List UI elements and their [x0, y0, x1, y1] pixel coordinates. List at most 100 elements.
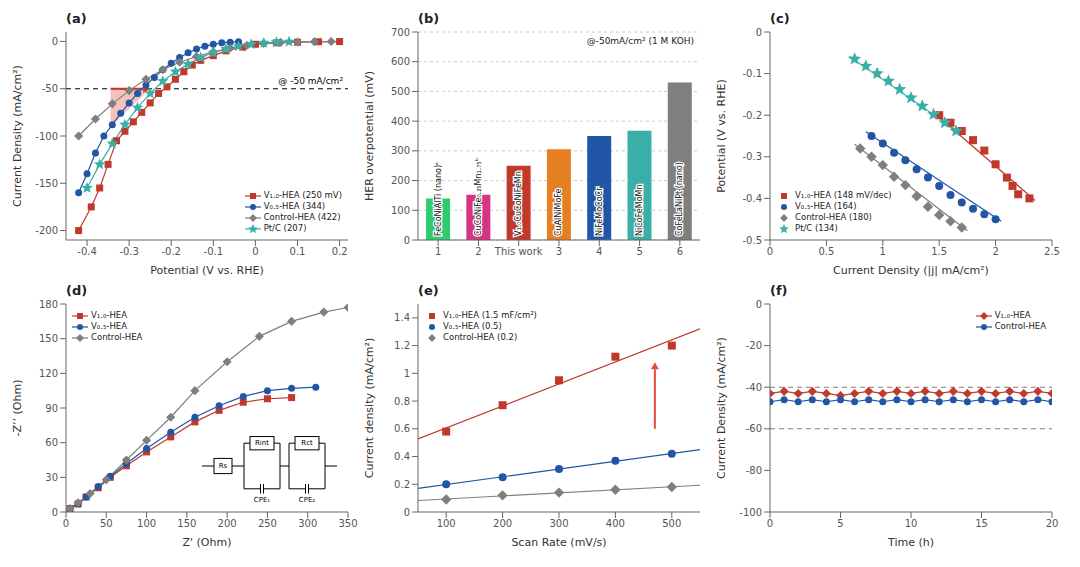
- svg-text:5: 5: [837, 518, 843, 529]
- svg-text:10: 10: [905, 518, 918, 529]
- svg-text:2: 2: [992, 246, 998, 257]
- svg-text:0: 0: [52, 36, 58, 47]
- svg-text:-0.3: -0.3: [742, 151, 762, 162]
- svg-text:Rct: Rct: [301, 439, 313, 447]
- svg-text:-0.2: -0.2: [161, 246, 181, 257]
- svg-text:0: 0: [756, 299, 762, 310]
- svg-text:2.5: 2.5: [1044, 246, 1060, 257]
- svg-text:Rint: Rint: [255, 439, 269, 447]
- svg-text:This work: This work: [494, 246, 543, 257]
- svg-text:-20: -20: [746, 340, 762, 351]
- svg-text:500: 500: [662, 518, 681, 529]
- svg-text:@ -50 mA/cm²: @ -50 mA/cm²: [278, 76, 343, 86]
- svg-text:-200: -200: [35, 225, 58, 236]
- svg-text:CoFeLaNiPt (nano): CoFeLaNiPt (nano): [675, 162, 684, 236]
- svg-text:250: 250: [258, 518, 277, 529]
- svg-text:1.5: 1.5: [931, 246, 947, 257]
- svg-text:0.2: 0.2: [332, 246, 348, 257]
- svg-text:-100: -100: [739, 507, 762, 518]
- svg-text:CuCoNiFe₀.₂₅Mn₁.₇₅ᵇ: CuCoNiFe₀.₂₅Mn₁.₇₅ᵇ: [474, 158, 483, 236]
- svg-text:500: 500: [391, 86, 410, 97]
- svg-text:Current Density (mA/cm²): Current Density (mA/cm²): [715, 337, 728, 479]
- svg-text:0.4: 0.4: [394, 451, 410, 462]
- svg-text:400: 400: [391, 116, 410, 127]
- svg-text:-0.1: -0.1: [204, 246, 224, 257]
- svg-text:20: 20: [1046, 518, 1059, 529]
- svg-text:100: 100: [137, 518, 156, 529]
- svg-text:3: 3: [556, 246, 562, 257]
- svg-text:-40: -40: [746, 382, 762, 393]
- svg-text:150: 150: [177, 518, 196, 529]
- svg-text:-50: -50: [42, 83, 58, 94]
- svg-text:700: 700: [391, 27, 410, 38]
- svg-text:200: 200: [391, 175, 410, 186]
- svg-text:-0.3: -0.3: [119, 246, 139, 257]
- svg-text:60: 60: [45, 437, 58, 448]
- svg-text:100: 100: [391, 205, 410, 216]
- svg-text:300: 300: [391, 145, 410, 156]
- svg-text:Current Density (|j| mA/cm²): Current Density (|j| mA/cm²): [833, 264, 989, 277]
- svg-text:0.2: 0.2: [394, 479, 410, 490]
- svg-text:350: 350: [338, 518, 357, 529]
- svg-text:400: 400: [606, 518, 625, 529]
- svg-text:4: 4: [596, 246, 602, 257]
- svg-text:Current density (mA/cm²): Current density (mA/cm²): [363, 338, 376, 478]
- svg-text:CuAlNiMoFe: CuAlNiMoFe: [554, 188, 563, 236]
- svg-text:-0.4: -0.4: [742, 193, 762, 204]
- svg-text:V₁.₀CuCoNiFeMn: V₁.₀CuCoNiFeMn: [514, 171, 523, 236]
- svg-text:Potential (V vs. RHE): Potential (V vs. RHE): [150, 264, 263, 277]
- svg-text:-0.5: -0.5: [742, 235, 762, 246]
- svg-text:120: 120: [39, 368, 58, 379]
- svg-text:1: 1: [435, 246, 441, 257]
- svg-text:0: 0: [252, 246, 258, 257]
- svg-text:Scan Rate (mV/s): Scan Rate (mV/s): [511, 536, 606, 549]
- svg-text:2: 2: [475, 246, 481, 257]
- svg-text:200: 200: [493, 518, 512, 529]
- svg-text:0: 0: [756, 27, 762, 38]
- svg-text:6: 6: [677, 246, 683, 257]
- svg-text:-150: -150: [35, 178, 58, 189]
- svg-text:1: 1: [880, 246, 886, 257]
- svg-text:Current Density (mA/cm²): Current Density (mA/cm²): [11, 65, 24, 207]
- svg-text:FeCoNiAlTi (nano)ᵃ: FeCoNiAlTi (nano)ᵃ: [434, 162, 443, 236]
- svg-text:Time (h): Time (h): [887, 536, 934, 549]
- svg-text:-0.2: -0.2: [742, 110, 762, 121]
- svg-text:CPE₂: CPE₂: [299, 496, 316, 504]
- svg-text:50: 50: [100, 518, 113, 529]
- svg-text:5: 5: [636, 246, 642, 257]
- svg-text:15: 15: [975, 518, 988, 529]
- svg-text:CPE₁: CPE₁: [254, 496, 271, 504]
- svg-text:NiFeMoCoCr: NiFeMoCoCr: [595, 187, 604, 236]
- svg-text:600: 600: [391, 56, 410, 67]
- svg-text:-80: -80: [746, 465, 762, 476]
- svg-text:90: 90: [45, 403, 58, 414]
- svg-text:Z' (Ohm): Z' (Ohm): [183, 536, 232, 549]
- svg-text:Potential (V vs. RHE): Potential (V vs. RHE): [715, 79, 728, 192]
- svg-text:NiCoFeMoMn: NiCoFeMoMn: [635, 184, 644, 236]
- svg-text:0.1: 0.1: [290, 246, 306, 257]
- svg-text:30: 30: [45, 472, 58, 483]
- svg-text:0.6: 0.6: [394, 423, 410, 434]
- svg-text:0: 0: [767, 246, 773, 257]
- svg-text:200: 200: [218, 518, 237, 529]
- svg-text:150: 150: [39, 333, 58, 344]
- svg-text:100: 100: [437, 518, 456, 529]
- svg-text:-0.4: -0.4: [77, 246, 97, 257]
- svg-text:1.4: 1.4: [394, 312, 410, 323]
- svg-text:180: 180: [39, 299, 58, 310]
- svg-text:-0.1: -0.1: [742, 68, 762, 79]
- svg-text:HER overpotential (mV): HER overpotential (mV): [363, 71, 376, 201]
- svg-text:-60: -60: [746, 423, 762, 434]
- svg-text:300: 300: [298, 518, 317, 529]
- svg-text:-100: -100: [35, 131, 58, 142]
- svg-text:0: 0: [404, 507, 410, 518]
- svg-text:-Z’’ (Ohm): -Z’’ (Ohm): [11, 380, 24, 437]
- svg-text:0: 0: [63, 518, 69, 529]
- svg-text:1: 1: [404, 368, 410, 379]
- svg-text:300: 300: [549, 518, 568, 529]
- svg-text:0: 0: [404, 235, 410, 246]
- svg-text:Rs: Rs: [219, 462, 228, 470]
- svg-text:0: 0: [52, 507, 58, 518]
- svg-text:0.5: 0.5: [818, 246, 834, 257]
- svg-text:0: 0: [767, 518, 773, 529]
